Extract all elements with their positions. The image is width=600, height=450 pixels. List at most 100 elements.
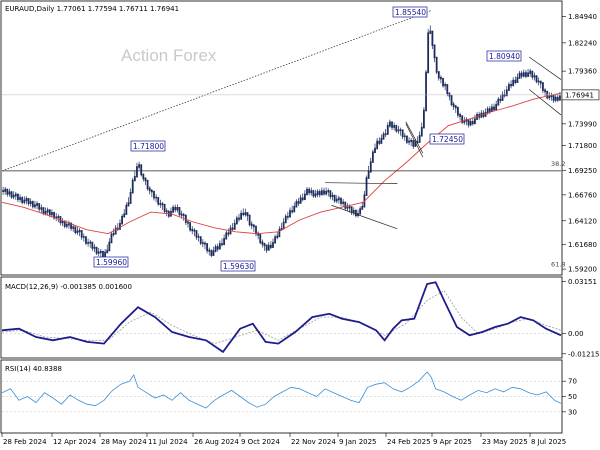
x-tick-label: 9 Apr 2025: [433, 438, 472, 446]
price-candle-body: [206, 243, 209, 252]
price-candle-body: [76, 230, 79, 233]
price-candle-body: [376, 140, 379, 150]
x-tick-label: 9 Jan 2025: [339, 438, 377, 446]
price-candle-body: [406, 135, 408, 143]
price-candle-body: [57, 216, 60, 219]
price-candle-body: [474, 118, 476, 125]
price-candle-body: [382, 133, 385, 140]
price-candle-body: [38, 203, 41, 210]
price-candle-body: [31, 201, 34, 208]
annotation-label: 1.59960: [96, 258, 127, 267]
price-candle-body: [344, 201, 347, 209]
price-tick-label: 1.61680: [568, 241, 597, 249]
price-candle-body: [420, 126, 423, 137]
price-candle-body: [250, 223, 253, 227]
price-candle-body: [74, 226, 77, 233]
pattern-line: [528, 89, 562, 116]
price-candle-body: [459, 114, 461, 117]
price-candle-body: [384, 133, 387, 136]
price-candle-body: [14, 193, 17, 197]
price-candle-body: [176, 207, 179, 211]
price-candle-body: [510, 84, 512, 87]
price-tick-label: 1.82240: [568, 39, 597, 47]
price-candle-body: [378, 140, 381, 144]
rsi-label: RSI(14) 40.8388: [5, 365, 62, 373]
price-candle-body: [97, 251, 100, 254]
price-candle-body: [546, 90, 549, 99]
price-candle-body: [354, 209, 357, 217]
rsi-line: [1, 371, 562, 409]
price-candle-body: [68, 222, 70, 226]
price-candle-body: [259, 234, 262, 244]
rsi-tick-label: 30: [568, 408, 577, 416]
annotation-label: 1.85540: [395, 8, 426, 17]
price-candle-body: [197, 236, 200, 238]
price-candle-body: [263, 243, 266, 247]
price-candle-body: [148, 187, 151, 192]
price-candle-body: [433, 44, 436, 59]
price-candle-body: [501, 94, 504, 101]
price-candle-body: [19, 197, 21, 200]
price-candle-body: [316, 191, 319, 195]
price-candle-body: [418, 135, 421, 143]
price-candle-body: [429, 30, 432, 34]
price-candle-body: [520, 72, 523, 77]
price-candle-body: [527, 72, 529, 77]
price-candle-body: [180, 213, 183, 216]
price-candle-body: [314, 193, 317, 197]
price-candle-body: [184, 214, 187, 223]
price-candle-body: [388, 121, 391, 127]
price-tick-label: 1.66760: [568, 191, 597, 199]
price-candle-body: [104, 251, 106, 258]
price-candle-body: [491, 106, 493, 112]
price-candle-body: [308, 188, 311, 194]
price-candle-body: [329, 190, 332, 198]
price-candle-body: [508, 84, 510, 91]
price-candle-body: [512, 79, 515, 87]
price-candle-body: [123, 213, 126, 218]
price-candle-body: [457, 106, 459, 116]
price-candle-body: [10, 191, 13, 198]
price-candle-body: [235, 217, 238, 225]
price-candle-body: [182, 214, 185, 217]
price-candle-body: [327, 190, 330, 193]
price-candle-body: [48, 209, 51, 216]
price-candle-body: [121, 215, 123, 225]
price-candle-body: [99, 250, 102, 254]
pattern-line: [1, 10, 432, 172]
price-candle-body: [518, 72, 521, 79]
price-candle-body: [461, 115, 464, 123]
price-candle-body: [371, 151, 374, 163]
x-tick-label: 12 Apr 2024: [53, 438, 97, 446]
price-candle-body: [223, 238, 226, 246]
fib-level-label: 38.2: [551, 160, 565, 168]
price-candle-body: [495, 104, 498, 111]
price-candle-body: [306, 188, 308, 196]
price-candle-body: [255, 225, 257, 235]
macd-tick-label: 0.03151: [568, 278, 597, 286]
price-candle-body: [529, 70, 532, 74]
price-candle-body: [423, 109, 425, 129]
macd-layer: 0.03151 0.00 -0.012158: [1, 278, 600, 358]
price-candle-body: [452, 103, 455, 107]
price-candle-body: [486, 108, 489, 114]
price-candle-body: [21, 197, 24, 203]
price-candle-body: [227, 232, 230, 235]
price-candle-body: [55, 216, 58, 219]
price-candle-body: [204, 242, 206, 245]
price-candle-body: [233, 222, 236, 230]
price-candle-body: [212, 250, 215, 256]
price-candle-body: [335, 198, 338, 202]
price-tick-label: 1.59200: [568, 266, 597, 274]
price-tick-label: 1.64120: [568, 217, 597, 225]
price-candle-body: [505, 89, 508, 97]
price-candle-body: [225, 232, 228, 240]
price-candle-body: [463, 120, 466, 123]
price-candle-body: [199, 236, 202, 244]
price-candle-body: [25, 198, 28, 202]
price-candle-body: [325, 190, 328, 195]
price-candle-body: [252, 224, 255, 228]
chart-header: EURAUD,Daily 1.77061 1.77594 1.76711 1.7…: [5, 5, 179, 13]
price-candle-body: [537, 80, 540, 83]
last-price-box: [561, 89, 600, 101]
